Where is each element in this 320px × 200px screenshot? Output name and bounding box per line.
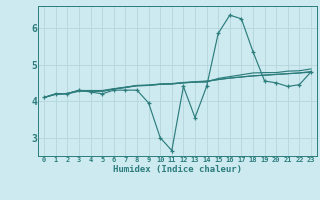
X-axis label: Humidex (Indice chaleur): Humidex (Indice chaleur)	[113, 165, 242, 174]
